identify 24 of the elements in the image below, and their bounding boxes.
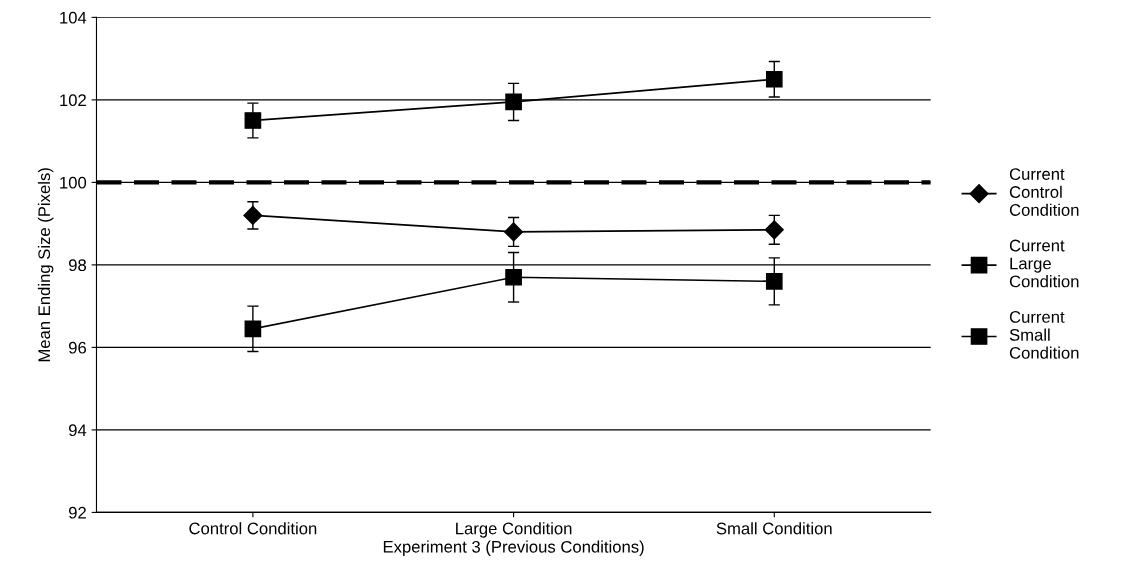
legend-label: Current Small Condition bbox=[1009, 311, 1079, 359]
y-tick-label: 98 bbox=[69, 259, 87, 272]
y-tick-label: 102 bbox=[60, 94, 86, 107]
y-tick-label: 104 bbox=[60, 11, 87, 24]
x-tick-label: Control Condition bbox=[189, 522, 317, 535]
y-tick-label: 94 bbox=[69, 424, 87, 437]
y-tick-label: 96 bbox=[69, 341, 87, 354]
legend-label: Current Control Condition bbox=[1009, 168, 1079, 216]
point bbox=[764, 220, 784, 240]
point bbox=[244, 320, 262, 338]
point bbox=[504, 222, 524, 242]
point bbox=[505, 268, 522, 286]
x-tick-label: Large Condition bbox=[456, 522, 572, 538]
legend-label: Current Large Condition bbox=[1009, 239, 1079, 288]
point bbox=[243, 205, 263, 225]
point bbox=[765, 273, 783, 290]
y-tick-label: 100 bbox=[60, 176, 87, 189]
y-axis-title: Mean Ending Size (Pixels) bbox=[37, 168, 54, 362]
point bbox=[505, 93, 522, 111]
point bbox=[765, 70, 783, 88]
point bbox=[244, 112, 262, 129]
x-axis-title: Experiment 3 (Previous Conditions) bbox=[383, 540, 644, 556]
x-tick-label: Small Condition bbox=[716, 522, 832, 535]
y-tick-label: 92 bbox=[69, 506, 86, 519]
